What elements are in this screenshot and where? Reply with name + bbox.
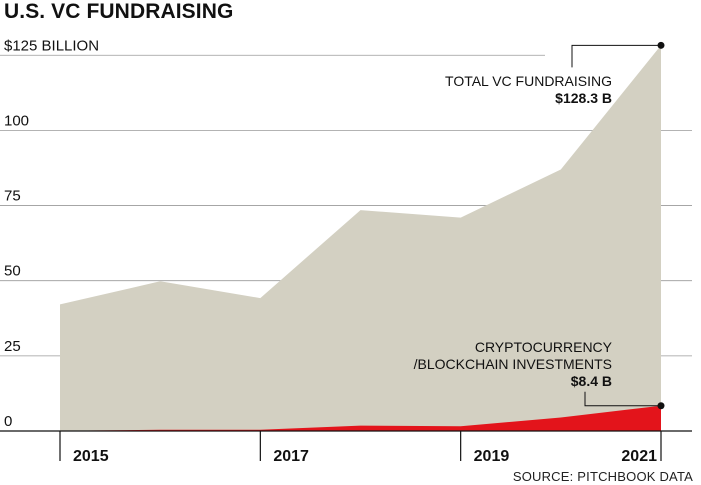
annotation-label: /BLOCKCHAIN INVESTMENTS bbox=[414, 356, 612, 372]
source-note: SOURCE: PITCHBOOK DATA bbox=[512, 469, 693, 484]
y-tick-label: 100 bbox=[4, 112, 29, 129]
x-tick-label: 2015 bbox=[73, 448, 109, 465]
x-tick-label: 2017 bbox=[273, 448, 309, 465]
x-axis-labels: 2015 2017 2019 2021 bbox=[59, 431, 662, 465]
area-series-1 bbox=[60, 405, 661, 431]
x-tick-label: 2021 bbox=[621, 448, 657, 465]
area-series bbox=[60, 45, 661, 432]
y-tick-label: 75 bbox=[4, 188, 21, 205]
annotation-leader-line bbox=[571, 44, 661, 68]
series-endpoint-dot bbox=[657, 402, 665, 410]
chart-title: U.S. VC FUNDRAISING bbox=[4, 0, 234, 23]
y-tick-label: 0 bbox=[4, 413, 12, 430]
y-tick-label: $125 BILLION bbox=[4, 37, 99, 54]
y-tick-label: 25 bbox=[4, 338, 21, 355]
annotations: TOTAL VC FUNDRAISING$128.3 B CRYPTOCURREN… bbox=[414, 41, 665, 410]
x-tick-label: 2019 bbox=[474, 448, 510, 465]
annotation-value: $128.3 B bbox=[555, 90, 612, 106]
series-endpoint-dot bbox=[657, 41, 665, 49]
y-tick-label: 50 bbox=[4, 263, 21, 280]
annotation-leader-line bbox=[584, 391, 661, 407]
annotation-label: CRYPTOCURRENCY bbox=[475, 339, 613, 355]
annotation-value: $8.4 B bbox=[571, 373, 612, 389]
y-axis-labels: $125 BILLION 100 75 50 25 0 bbox=[4, 37, 99, 430]
area-series-0 bbox=[60, 45, 661, 432]
annotation-label: TOTAL VC FUNDRAISING bbox=[445, 73, 612, 89]
